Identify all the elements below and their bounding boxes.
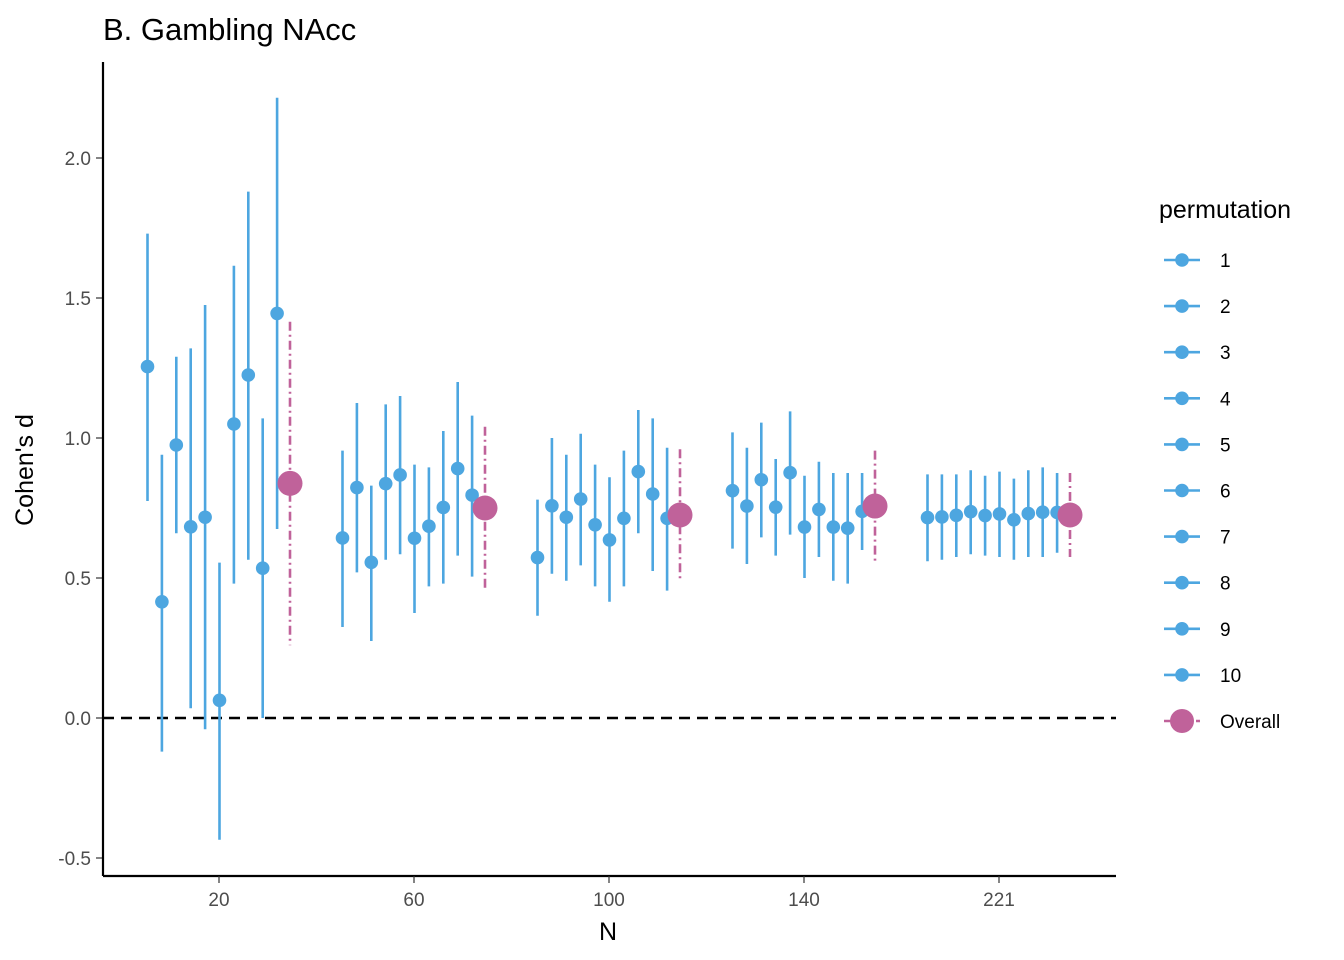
chart-title: B. Gambling NAcc (103, 12, 356, 47)
legend-key-point (1175, 345, 1189, 360)
estimate-point (978, 508, 992, 523)
legend-label: 9 (1220, 620, 1231, 641)
estimate-point (436, 500, 451, 515)
legend-key-point (1175, 622, 1189, 636)
estimate-point (255, 561, 270, 575)
overall-estimate-point (472, 495, 498, 521)
estimate-point (1035, 505, 1050, 519)
legend-key-point (1175, 668, 1189, 682)
estimate-point (422, 519, 436, 533)
estimate-point (530, 550, 545, 565)
estimate-point (169, 438, 184, 452)
estimate-point (992, 507, 1007, 521)
estimate-point (212, 693, 227, 708)
estimate-point (270, 306, 284, 321)
y-tick-label: 2.0 (65, 149, 91, 170)
axes: -0.5 0.0 0.5 1.0 1.5 2.0 20 60 100 140 221 (58, 62, 1116, 911)
estimate-point (920, 510, 935, 525)
estimate-point (812, 502, 826, 517)
estimate-point (631, 464, 646, 479)
estimate-point (949, 508, 964, 523)
estimate-point (768, 500, 783, 514)
x-tick-label: 140 (788, 890, 820, 911)
estimate-point (465, 488, 479, 502)
estimate-point (963, 504, 978, 519)
estimate-point (1007, 512, 1021, 527)
estimate-point (840, 521, 855, 535)
legend-label: 1 (1220, 251, 1231, 272)
estimate-point (740, 499, 754, 513)
estimate-point (450, 461, 465, 476)
estimate-point (573, 492, 588, 506)
legend-label: 3 (1220, 343, 1231, 364)
estimate-point (241, 368, 256, 382)
y-tick-label: 1.0 (65, 429, 91, 450)
estimate-point (407, 531, 422, 546)
estimate-point (645, 487, 660, 501)
estimate-point (227, 417, 241, 431)
overall-estimate-point (1057, 502, 1083, 528)
legend-label: 7 (1220, 528, 1231, 549)
legend-key-point (1175, 483, 1189, 498)
y-axis-title: Cohen's d (11, 414, 39, 526)
estimate-point (725, 483, 740, 498)
plot-area (103, 97, 1116, 840)
x-tick-label: 20 (208, 890, 229, 911)
estimate-point (797, 520, 812, 534)
estimate-point (183, 519, 198, 534)
overall-estimate-point (862, 493, 888, 519)
estimate-point (140, 359, 155, 374)
estimate-point (826, 520, 841, 534)
estimate-point (602, 533, 617, 547)
estimate-point (559, 510, 574, 525)
estimate-point (350, 480, 364, 495)
legend-label: 5 (1220, 435, 1231, 456)
legend-key-point (1175, 253, 1189, 267)
x-tick-label: 60 (403, 890, 424, 911)
estimate-point (617, 511, 631, 526)
y-tick-label: 0.5 (65, 569, 91, 590)
overall-estimate-point (277, 470, 303, 496)
x-axis-title: N (599, 918, 617, 946)
legend-label: 4 (1220, 389, 1231, 410)
x-tick-label: 221 (983, 890, 1015, 911)
legend-key-point (1175, 529, 1189, 544)
estimate-point (393, 468, 407, 482)
legend-key-point (1175, 437, 1189, 452)
estimate-point (1021, 506, 1036, 521)
estimate-point (378, 476, 393, 491)
estimate-point (364, 555, 379, 570)
y-tick-label: 0.0 (65, 709, 91, 730)
legend-key-point (1175, 391, 1189, 406)
estimate-point (335, 531, 350, 545)
estimate-point (935, 510, 949, 524)
legend-label: 6 (1220, 482, 1231, 503)
legend-label: 10 (1220, 666, 1241, 687)
legend-title: permutation (1159, 196, 1291, 224)
legend-label: 2 (1220, 297, 1231, 318)
y-tick-label: -0.5 (58, 849, 91, 870)
y-tick-label: 1.5 (65, 289, 91, 310)
estimate-point (754, 472, 769, 487)
legend: 1 2 3 4 5 6 7 8 9 10 Overall (1164, 251, 1280, 733)
estimate-point (545, 498, 559, 513)
legend-label: 8 (1220, 574, 1231, 595)
legend-label: Overall (1220, 712, 1280, 733)
legend-key-point (1175, 575, 1189, 590)
estimate-point (198, 510, 212, 525)
estimate-point (588, 518, 602, 532)
legend-key-point (1170, 709, 1194, 733)
x-tick-label: 100 (593, 890, 625, 911)
overall-estimate-point (667, 502, 693, 528)
estimate-point (155, 595, 169, 609)
legend-key-point (1175, 299, 1189, 313)
estimate-point (783, 465, 797, 480)
